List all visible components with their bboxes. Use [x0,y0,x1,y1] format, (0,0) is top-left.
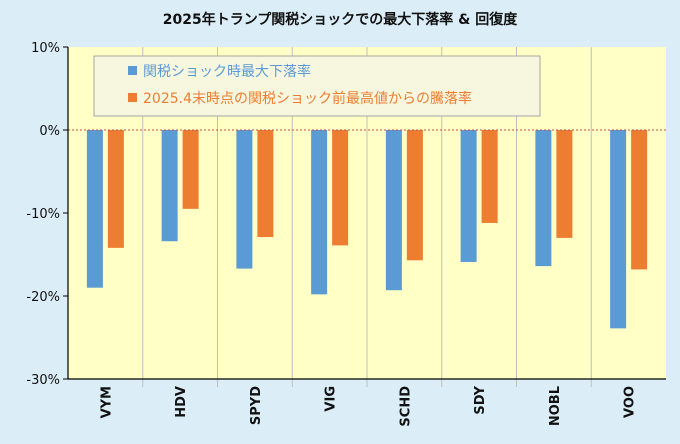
y-tick-label: -30% [26,373,60,388]
x-tick-label-hdv: HDV [174,386,189,418]
bar-vig-series-2 [332,130,349,246]
legend: 関税ショック時最大下落率 2025.4末時点の関税ショック前最高値からの騰落率 [93,55,541,117]
bar-schd-series-2 [406,130,423,261]
bar-voo-series-1 [610,130,627,329]
bar-voo-series-2 [631,130,648,270]
y-tick-label: -10% [26,207,60,222]
legend-swatch-orange [128,93,137,102]
x-tick-label-vym: VYM [99,386,114,418]
bar-nobl-series-2 [556,130,573,238]
x-axis: VYM HDV SPYD VIG SCHD SDY NOBL VOO [68,378,666,427]
x-tick-label-sdy: SDY [473,385,488,414]
bar-sdy-series-2 [481,130,498,223]
bar-hdv-series-1 [161,130,178,242]
legend-label-max-drawdown: 関税ショック時最大下落率 [143,63,311,80]
y-tick-label: -20% [26,290,60,305]
x-tick-label-nobl: NOBL [548,386,563,426]
x-tick-label-spyd: SPYD [249,386,264,425]
bar-nobl-series-1 [535,130,552,267]
bar-vig-series-1 [311,130,328,295]
bar-schd-series-1 [385,130,402,291]
y-tick-label: 0% [39,124,60,139]
bar-sdy-series-1 [460,130,477,262]
bar-vym-series-2 [107,130,124,248]
y-axis: 10% 0% -10% -20% -30% [26,41,69,388]
legend-label-recovery: 2025.4末時点の関税ショック前最高値からの騰落率 [143,90,472,107]
bar-spyd-series-2 [257,130,274,238]
x-tick-label-voo: VOO [623,386,638,418]
bar-vym-series-1 [86,130,103,288]
legend-box [93,55,541,117]
legend-swatch-blue [128,66,137,75]
bar-hdv-series-2 [182,130,199,209]
x-tick-label-schd: SCHD [398,386,413,427]
y-tick-label: 10% [31,41,60,56]
bars [86,130,648,329]
x-tick-label-vig: VIG [324,386,339,412]
chart-title: 2025年トランプ関税ショックでの最大下落率 & 回復度 [163,11,519,28]
bar-spyd-series-1 [236,130,253,269]
